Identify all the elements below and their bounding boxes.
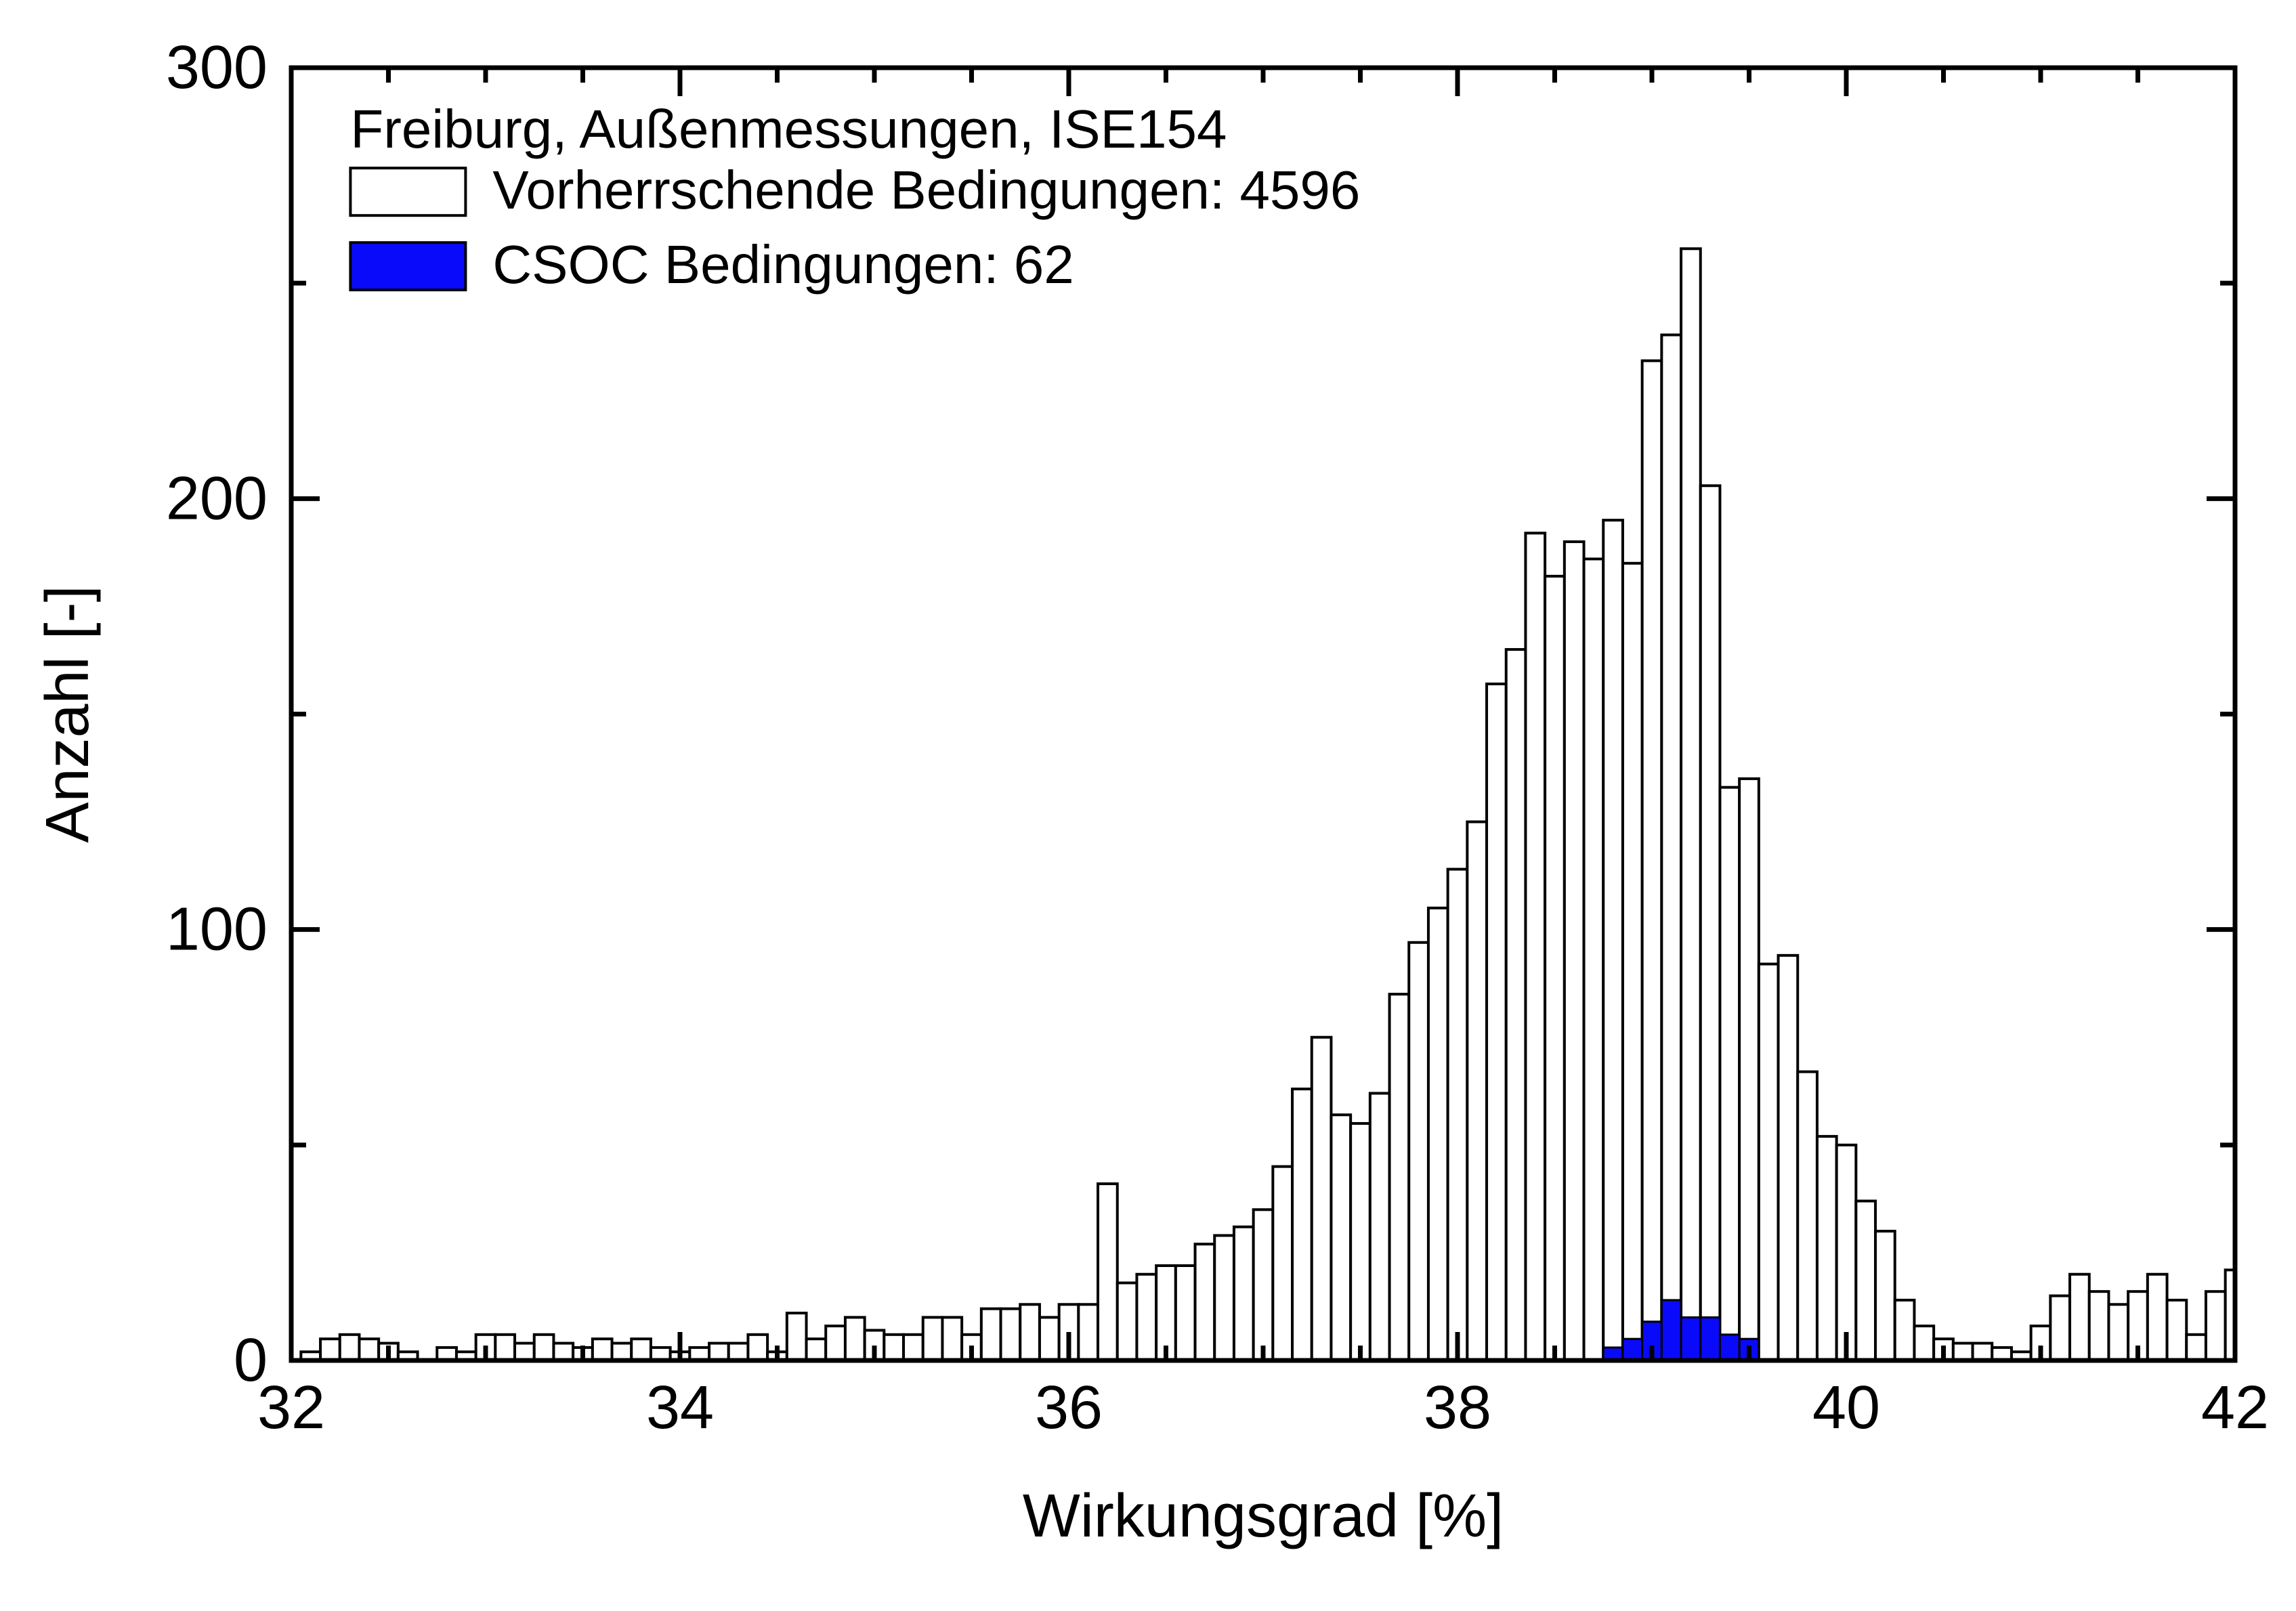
legend-item-label: Vorherrschende Bedingungen: 4596 xyxy=(492,160,1360,220)
chart-svg: 3234363840420100200300Wirkungsgrad [%]An… xyxy=(0,0,2296,1611)
legend-item-label: CSOC Bedingungen: 62 xyxy=(492,234,1073,295)
svg-text:200: 200 xyxy=(166,465,268,532)
svg-text:42: 42 xyxy=(2201,1374,2269,1442)
legend-swatch xyxy=(350,242,465,290)
svg-text:0: 0 xyxy=(234,1327,268,1394)
legend-swatch xyxy=(350,168,465,215)
histogram-chart: 3234363840420100200300Wirkungsgrad [%]An… xyxy=(0,0,2296,1611)
x-axis-label: Wirkungsgrad [%] xyxy=(1023,1482,1504,1550)
svg-text:34: 34 xyxy=(646,1374,714,1442)
svg-text:300: 300 xyxy=(166,34,268,102)
svg-text:36: 36 xyxy=(1035,1374,1103,1442)
legend-title: Freiburg, Außenmessungen, ISE154 xyxy=(350,99,1227,159)
svg-text:38: 38 xyxy=(1424,1374,1491,1442)
y-axis-label: Anzahl [-] xyxy=(34,585,102,842)
svg-text:40: 40 xyxy=(1812,1374,1880,1442)
svg-text:100: 100 xyxy=(166,896,268,964)
